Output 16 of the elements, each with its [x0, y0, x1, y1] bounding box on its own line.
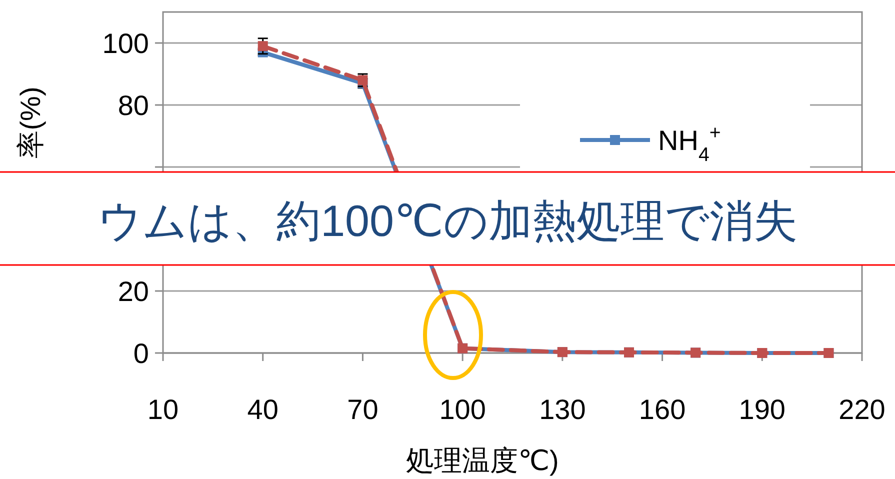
- y-tick-label: 20: [118, 276, 149, 307]
- x-tick-label: 70: [347, 394, 378, 425]
- x-tick-label: 160: [638, 394, 686, 425]
- y-axis-title: 率(%): [15, 86, 46, 158]
- x-tick-label: 100: [439, 394, 486, 425]
- x-tick-label: 190: [738, 394, 786, 425]
- y-tick-label: 80: [118, 90, 149, 121]
- x-tick-label: 40: [247, 394, 278, 425]
- x-axis-title: 処理温度℃): [406, 445, 559, 476]
- annotation: ウムは、約100℃の加熱処理で消失: [98, 196, 798, 246]
- x-tick-label: 130: [539, 394, 586, 425]
- x-tick-label: 10: [147, 394, 179, 425]
- y-tick-label: 100: [102, 28, 149, 59]
- x-tick-label: 220: [838, 394, 886, 425]
- y-tick-label: 0: [133, 338, 149, 369]
- point: [258, 41, 268, 52]
